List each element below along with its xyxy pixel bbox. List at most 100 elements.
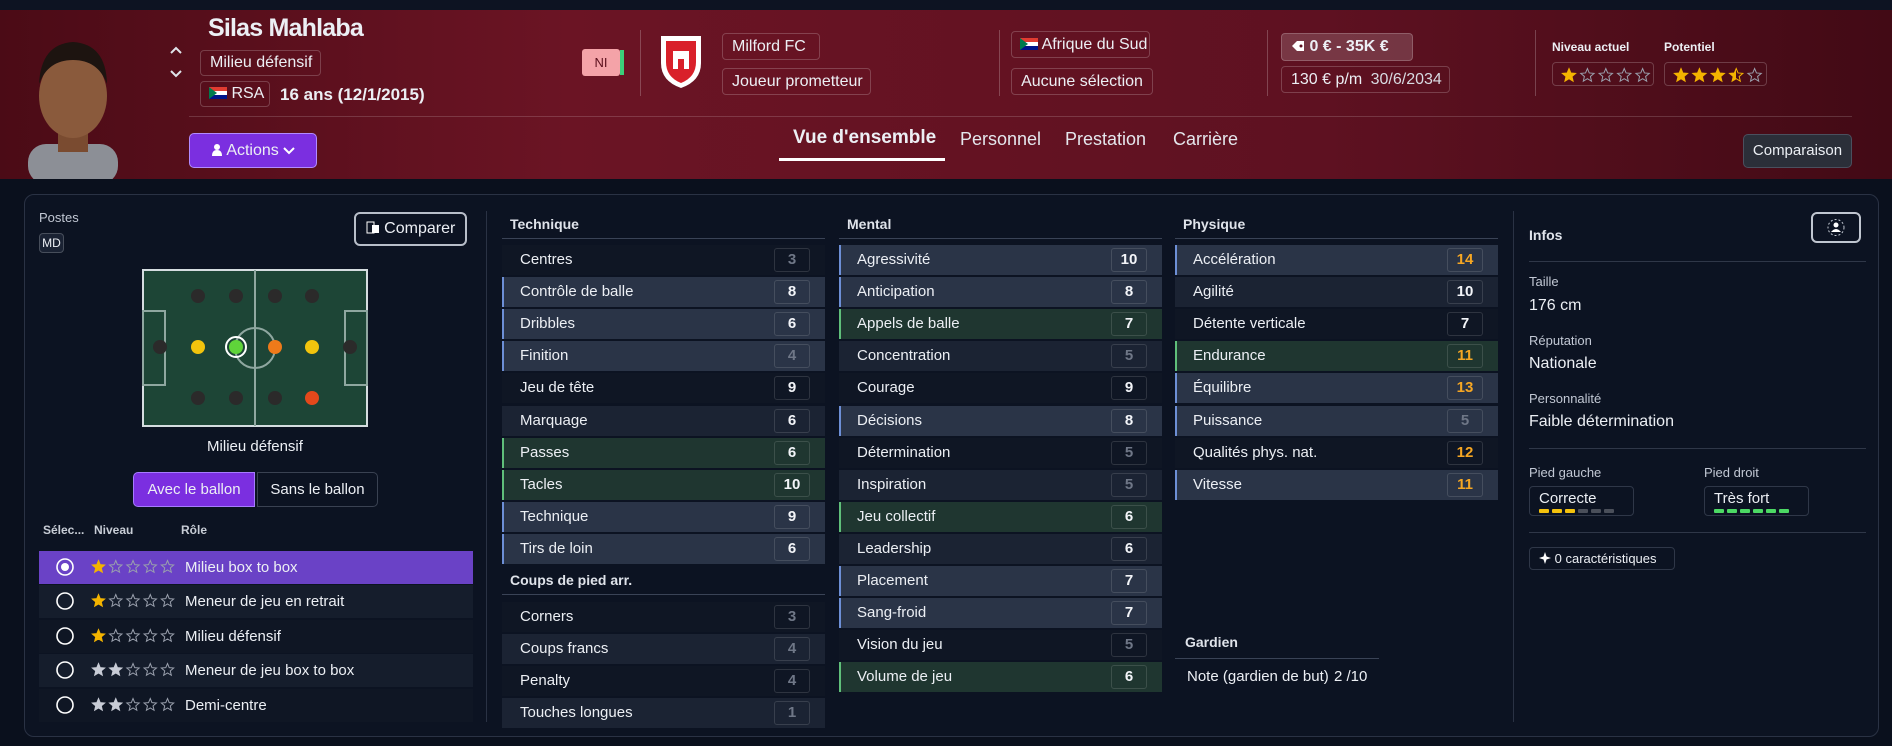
player-age: 16 ans (12/1/2015) xyxy=(280,85,425,104)
goalkeeper-title: Gardien xyxy=(1185,634,1238,650)
role-name: Milieu défensif xyxy=(185,627,281,645)
foot-segment xyxy=(1779,509,1789,513)
decoration xyxy=(211,150,222,156)
decoration xyxy=(268,391,282,405)
role-row[interactable]: Meneur de jeu box to box xyxy=(39,654,473,688)
star xyxy=(125,696,141,711)
star xyxy=(1579,67,1596,83)
attribute-name: Touches longues xyxy=(520,704,633,722)
decoration xyxy=(39,54,107,138)
decoration xyxy=(371,225,379,233)
decoration xyxy=(268,340,282,354)
tab[interactable]: Vue d'ensemble xyxy=(793,127,937,148)
role-name: Milieu box to box xyxy=(185,559,298,576)
value-box: 0 € - 35K € xyxy=(1281,33,1413,61)
attribute-name: Contrôle de balle xyxy=(520,283,634,301)
attribute-name: Finition xyxy=(520,347,569,365)
star-rating xyxy=(91,559,175,574)
top-strip xyxy=(0,0,1892,10)
club-box[interactable]: Milford FC xyxy=(722,33,820,60)
attribute-name: Puissance xyxy=(1193,411,1263,429)
infos-divider xyxy=(1529,448,1866,449)
attribute-value: 14 xyxy=(1447,248,1483,272)
attribute-value: 5 xyxy=(1447,408,1483,433)
decoration xyxy=(28,144,118,179)
compare-button[interactable]: Comparer xyxy=(354,212,467,246)
decoration xyxy=(209,91,227,95)
attribute-name: Appels de balle xyxy=(857,315,960,333)
star xyxy=(1616,67,1633,83)
tab[interactable]: Prestation xyxy=(1065,129,1147,149)
group-title: Coups de pied arr. xyxy=(510,572,633,588)
decoration xyxy=(209,87,217,99)
radio[interactable] xyxy=(55,591,75,611)
foot-segment xyxy=(1539,509,1549,513)
column-header: Rôle xyxy=(181,523,208,537)
radio-ring xyxy=(56,592,74,611)
decoration xyxy=(229,289,243,303)
attribute-row: Tirs de loin 6 xyxy=(502,533,825,564)
radio-dot xyxy=(61,563,69,571)
radio-ring xyxy=(56,661,74,679)
toggle-with-ball[interactable]: Avec le ballon xyxy=(133,472,255,507)
comparison-button[interactable]: Comparaison xyxy=(1743,134,1852,168)
current-label: Niveau actuel xyxy=(1552,40,1630,54)
star xyxy=(91,593,106,608)
star-rating xyxy=(1673,67,1763,83)
player-name: Silas Mahlaba xyxy=(208,14,364,42)
radio[interactable] xyxy=(55,660,75,680)
traits-box[interactable]: 0 caractéristiques xyxy=(1529,547,1675,570)
attribute-value: 1 xyxy=(774,701,810,726)
star-rating xyxy=(91,662,175,677)
attribute-name: Accélération xyxy=(1193,251,1276,268)
attribute-name: Tirs de loin xyxy=(520,539,593,557)
attribute-value: 13 xyxy=(1447,376,1483,401)
radio-ring xyxy=(56,695,74,714)
star xyxy=(108,593,124,608)
star xyxy=(108,696,124,711)
infos-button[interactable] xyxy=(1811,212,1861,243)
star xyxy=(1561,67,1577,83)
attribute-row: Jeu collectif 6 xyxy=(839,501,1162,532)
flag xyxy=(1020,38,1038,50)
contract-end: 30/6/2034 xyxy=(1370,71,1442,88)
attribute-value: 7 xyxy=(1111,312,1147,337)
column-header: Sélec... xyxy=(43,523,85,537)
attribute-row: Corners 3 xyxy=(502,602,825,632)
tab[interactable]: Carrière xyxy=(1173,129,1239,149)
separator xyxy=(1267,30,1268,96)
role-row[interactable]: Demi-centre xyxy=(39,688,473,722)
attribute-name: Décisions xyxy=(857,411,923,429)
attribute-row: Penalty 4 xyxy=(502,666,825,697)
decoration xyxy=(1299,44,1303,48)
tab[interactable]: Personnel xyxy=(960,129,1042,149)
attribute-name: Dribbles xyxy=(520,315,576,333)
decoration xyxy=(305,391,319,405)
attribute-row: Contrôle de balle 8 xyxy=(502,277,825,308)
decoration xyxy=(191,289,205,303)
attribute-value: 12 xyxy=(1447,440,1483,465)
star xyxy=(1691,67,1708,83)
star xyxy=(91,627,106,643)
star xyxy=(1728,67,1745,83)
left-foot-box: Correcte xyxy=(1529,486,1634,516)
role-row[interactable]: Milieu box to box xyxy=(39,551,473,584)
star xyxy=(125,593,141,608)
personality-label: Personnalité xyxy=(1529,391,1602,406)
attribute-value: 9 xyxy=(774,504,810,529)
role-row[interactable]: Milieu défensif xyxy=(39,619,473,653)
role-row[interactable]: Meneur de jeu en retrait xyxy=(39,585,473,619)
toggle-without-ball[interactable]: Sans le ballon xyxy=(257,472,378,507)
flag xyxy=(209,87,227,99)
radio[interactable] xyxy=(55,557,75,577)
star xyxy=(91,662,106,677)
star xyxy=(1709,67,1726,83)
attribute-row: Appels de balle 7 xyxy=(839,309,1162,340)
radio[interactable] xyxy=(55,695,75,715)
radio[interactable] xyxy=(55,626,75,646)
role-name: Meneur de jeu en retrait xyxy=(185,593,345,611)
navigation-arrows[interactable] xyxy=(168,44,184,80)
attribute-row: Sang-froid 7 xyxy=(839,598,1162,629)
actions-button[interactable]: Actions xyxy=(189,133,317,168)
